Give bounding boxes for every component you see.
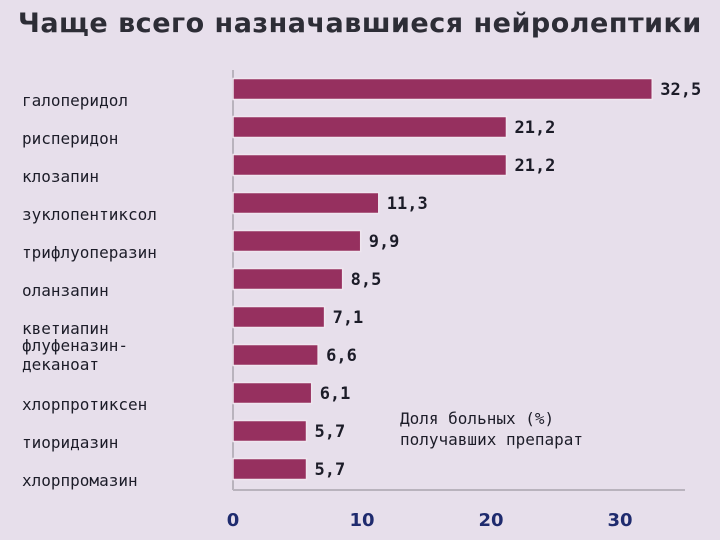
- value-label: 6,6: [326, 346, 357, 366]
- category-label: тиоридазин: [22, 433, 118, 452]
- category-label: хлорпротиксен: [22, 395, 147, 414]
- bar: [232, 153, 508, 177]
- category-label: зуклопентиксол: [22, 205, 157, 224]
- annotation-line-1: Доля больных (%): [400, 409, 555, 428]
- value-label: 32,5: [660, 80, 701, 100]
- x-tick-label: 0: [227, 510, 240, 531]
- category-label: деканоат: [22, 355, 99, 374]
- bar: [232, 229, 362, 253]
- value-label: 21,2: [514, 156, 555, 176]
- x-tick-label: 30: [607, 510, 632, 531]
- value-label: 6,1: [320, 384, 351, 404]
- bar: [232, 191, 380, 215]
- bar: [232, 457, 308, 481]
- bar: [232, 77, 653, 101]
- chart-annotation: Доля больных (%) получавших препарат: [400, 408, 583, 450]
- category-label: оланзапин: [22, 281, 109, 300]
- category-label: флуфеназин-: [22, 336, 128, 355]
- annotation-line-2: получавших препарат: [400, 430, 584, 449]
- bar: [232, 305, 326, 329]
- category-label: трифлуоперазин: [22, 243, 157, 262]
- bar: [232, 343, 319, 367]
- value-label: 5,7: [315, 422, 346, 442]
- value-label: 8,5: [351, 270, 382, 290]
- bar: [232, 419, 308, 443]
- category-label: клозапин: [22, 167, 99, 186]
- category-label: кветиапин: [22, 319, 109, 338]
- category-label: хлорпромазин: [22, 471, 138, 490]
- bar: [232, 115, 508, 139]
- chart-title: Чаще всего назначавшиеся нейролептики: [18, 8, 702, 39]
- value-label: 9,9: [369, 232, 400, 252]
- category-label: галоперидол: [22, 91, 128, 110]
- x-tick-label: 10: [349, 510, 374, 531]
- value-label: 21,2: [514, 118, 555, 138]
- value-label: 5,7: [315, 460, 346, 480]
- x-tick-label: 20: [478, 510, 503, 531]
- bar: [232, 267, 344, 291]
- bar: [232, 381, 313, 405]
- value-label: 7,1: [333, 308, 364, 328]
- value-label: 11,3: [387, 194, 428, 214]
- category-label: рисперидон: [22, 129, 118, 148]
